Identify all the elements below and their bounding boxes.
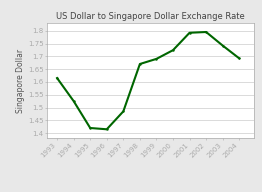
Title: US Dollar to Singapore Dollar Exchange Rate: US Dollar to Singapore Dollar Exchange R… bbox=[56, 12, 245, 21]
Y-axis label: Singapore Dollar: Singapore Dollar bbox=[16, 49, 25, 113]
